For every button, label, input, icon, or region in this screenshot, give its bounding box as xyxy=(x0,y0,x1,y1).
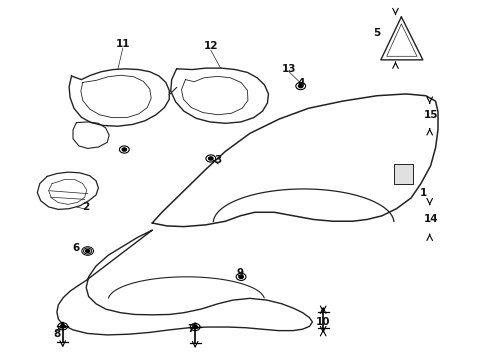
Polygon shape xyxy=(73,122,109,148)
Text: 5: 5 xyxy=(373,28,381,38)
Text: 6: 6 xyxy=(73,243,80,253)
Text: 3: 3 xyxy=(215,155,222,165)
Polygon shape xyxy=(152,94,438,226)
Bar xyxy=(394,164,413,184)
Text: 4: 4 xyxy=(297,78,305,88)
Polygon shape xyxy=(381,17,423,60)
Text: 8: 8 xyxy=(53,329,60,339)
Text: 13: 13 xyxy=(282,64,296,74)
Text: 2: 2 xyxy=(83,202,90,212)
Text: 7: 7 xyxy=(188,324,195,334)
Polygon shape xyxy=(37,172,98,210)
Text: 9: 9 xyxy=(237,268,244,278)
Text: 10: 10 xyxy=(316,317,330,327)
Polygon shape xyxy=(171,68,269,123)
Polygon shape xyxy=(57,230,313,335)
Text: 14: 14 xyxy=(423,215,438,224)
Circle shape xyxy=(61,325,65,328)
Text: 1: 1 xyxy=(420,188,427,198)
Circle shape xyxy=(298,85,303,87)
Circle shape xyxy=(193,325,197,329)
Text: 12: 12 xyxy=(203,41,218,50)
Text: 15: 15 xyxy=(423,111,438,121)
Circle shape xyxy=(239,275,244,278)
Text: 11: 11 xyxy=(116,39,130,49)
Circle shape xyxy=(209,157,213,160)
Circle shape xyxy=(122,148,126,151)
Circle shape xyxy=(86,249,90,252)
Polygon shape xyxy=(69,69,169,126)
